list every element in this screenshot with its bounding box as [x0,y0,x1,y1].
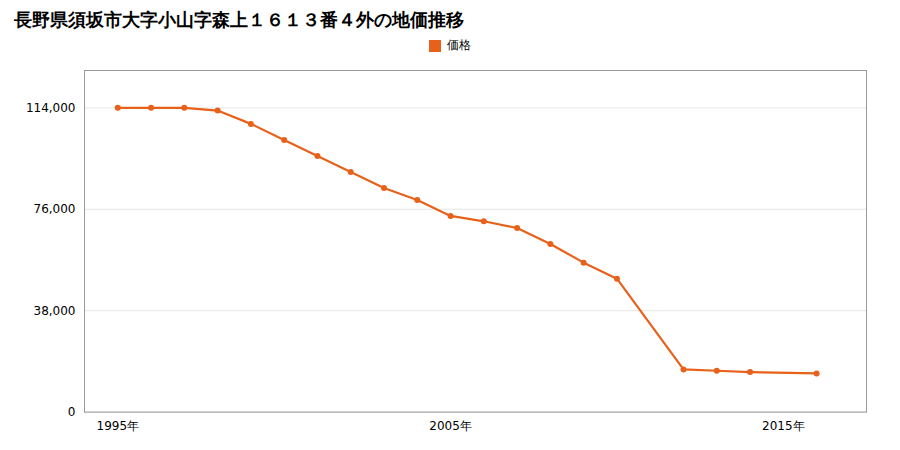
svg-text:38,000: 38,000 [34,304,76,318]
html-text:価格: 価格 [447,38,471,53]
html-text:長野県須坂市大字小山字森上１６１３番４外の地価推移: 長野県須坂市大字小山字森上１６１３番４外の地価推移 [14,9,464,30]
svg-text:76,000: 76,000 [34,203,76,217]
svg-text:0: 0 [68,405,76,419]
svg-text:2005年: 2005年 [429,419,472,433]
svg-text:114,000: 114,000 [26,101,76,115]
svg-text:1995年: 1995年 [97,419,140,433]
svg-text:2015年: 2015年 [762,419,805,433]
